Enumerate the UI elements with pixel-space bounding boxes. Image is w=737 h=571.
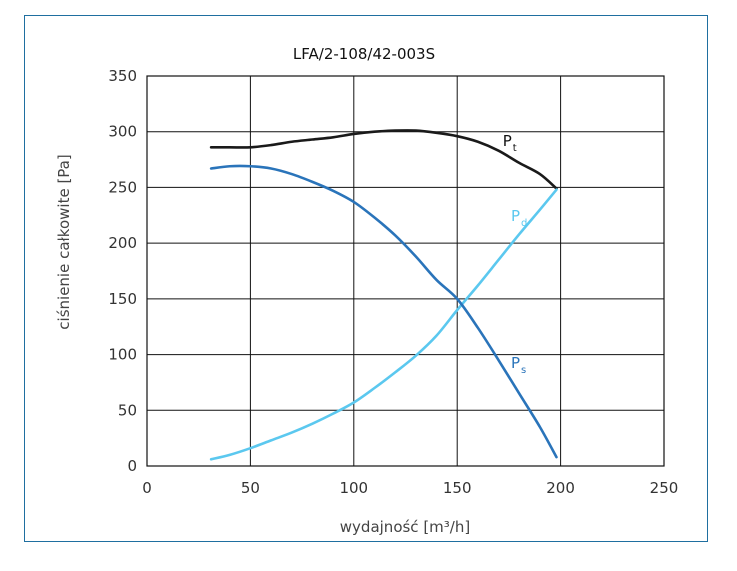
- y-tick-label: 0: [127, 457, 137, 475]
- y-tick-label: 250: [108, 178, 137, 196]
- line-chart: LFA/2-108/42-003S 0 50 100 150 200 250 0 50 100 1…: [55, 45, 678, 536]
- y-tick-label: 300: [108, 123, 137, 141]
- y-tick-label: 200: [108, 234, 137, 252]
- x-tick-label: 50: [241, 479, 260, 497]
- tick-labels: 0 50 100 150 200 250 0 50 100 150 200 250 300 350: [108, 67, 678, 497]
- series-line-pt: [209, 129, 558, 190]
- x-tick-label: 0: [142, 479, 152, 497]
- y-tick-label: 100: [108, 346, 137, 364]
- x-tick-label: 100: [339, 479, 368, 497]
- chart-title: LFA/2-108/42-003S: [293, 45, 435, 63]
- x-tick-label: 150: [443, 479, 472, 497]
- chart-frame: LFA/2-108/42-003S 0 50 100 150 200 250 0 50 100 1…: [24, 15, 708, 542]
- series-label-ps: Ps: [511, 354, 526, 376]
- x-axis-label: wydajność [m³/h]: [340, 518, 470, 536]
- series-label-pt: Pt: [503, 132, 517, 154]
- series-label-sub: s: [521, 365, 526, 376]
- series-label-pd: Pd: [511, 207, 527, 229]
- series-line-pd: [209, 188, 558, 461]
- series-label-sub: d: [521, 218, 527, 229]
- series-label-main: P: [511, 354, 520, 372]
- y-tick-label: 150: [108, 290, 137, 308]
- series-lines: [209, 129, 558, 461]
- y-tick-label: 50: [118, 401, 137, 419]
- x-tick-label: 250: [650, 479, 679, 497]
- y-axis-label: ciśnienie całkowite [Pa]: [55, 154, 73, 329]
- x-tick-label: 200: [546, 479, 575, 497]
- plot-border: [146, 75, 665, 467]
- series-line-ps: [209, 164, 558, 459]
- series-label-main: P: [511, 207, 520, 225]
- series-label-main: P: [503, 132, 512, 150]
- y-tick-label: 350: [108, 67, 137, 85]
- series-label-sub: t: [513, 143, 517, 154]
- grid: [146, 75, 665, 467]
